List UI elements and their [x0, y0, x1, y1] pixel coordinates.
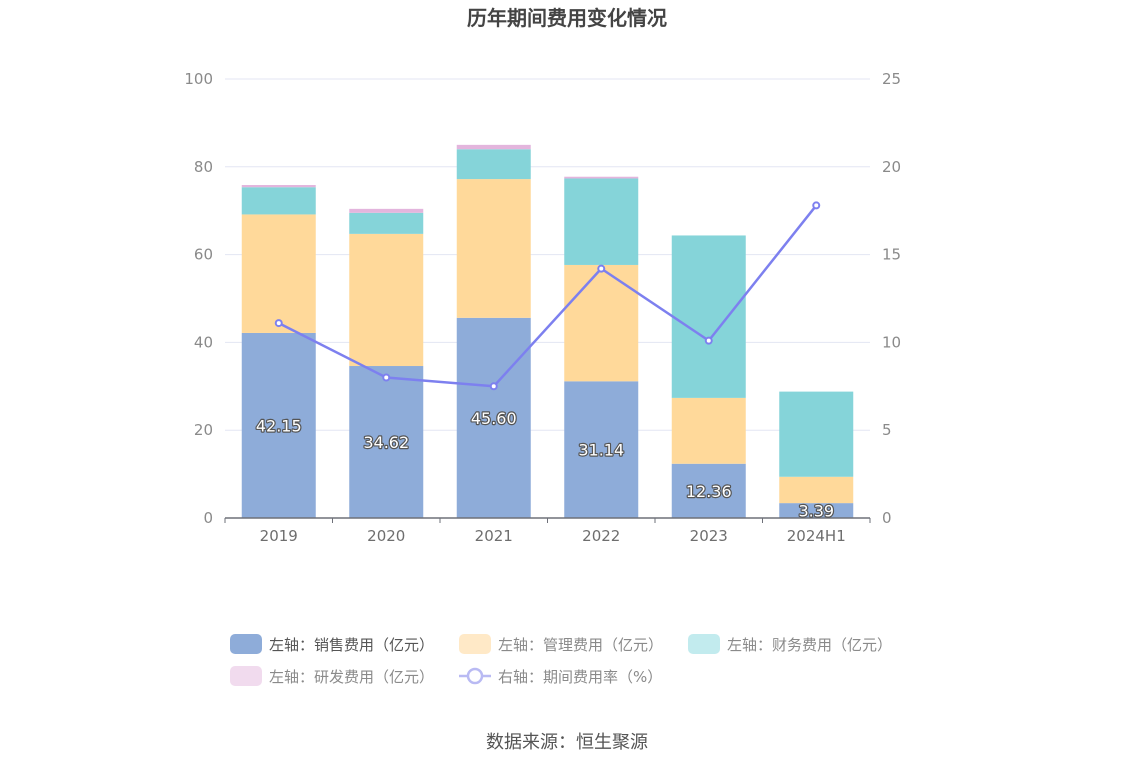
- legend-label: 左轴：财务费用（亿元）: [727, 636, 892, 654]
- legend-label: 左轴：研发费用（亿元）: [269, 668, 434, 686]
- x-tick-label: 2022: [582, 527, 620, 545]
- ratio-line: [274, 201, 821, 391]
- y-axis-right: 0 5 10 15 20 25: [882, 70, 901, 527]
- bar-segment-3-2024H1: [779, 391, 854, 477]
- x-tick-label: 2019: [260, 527, 298, 545]
- data-label-2022: 31.14: [578, 441, 624, 460]
- data-labels: 42.15 34.62 45.60 31.14 12.36 3.39: [255, 408, 836, 522]
- legend-item-2[interactable]: 左轴：管理费用（亿元）: [459, 634, 663, 654]
- ratio-point-2022: [597, 264, 606, 273]
- bar-segment-3-2021: [456, 149, 531, 180]
- bar-segment-2-2023: [671, 397, 746, 464]
- y-right-tick-label: 10: [882, 333, 901, 351]
- bar-segment-1-2021: [456, 317, 531, 518]
- legend-swatch: [230, 634, 262, 654]
- y-left-tick-label: 0: [203, 509, 213, 527]
- y-left-tick-label: 80: [194, 158, 213, 176]
- bars: [241, 144, 854, 518]
- ratio-point-2021: [489, 382, 498, 391]
- grid-lines: [225, 78, 870, 431]
- y-right-tick-label: 20: [882, 158, 901, 176]
- legend-label: 右轴：期间费用率（%）: [498, 668, 662, 686]
- bar-segment-3-2022: [564, 178, 639, 265]
- y-left-tick-label: 100: [184, 70, 213, 88]
- ratio-line-path: [278, 204, 818, 388]
- bar-segment-2-2024H1: [779, 476, 854, 504]
- x-tick-label: 2021: [475, 527, 513, 545]
- legend-swatch: [459, 634, 491, 654]
- y-right-tick-label: 25: [882, 70, 901, 88]
- y-left-tick-label: 40: [194, 333, 213, 351]
- legend-item-1[interactable]: 左轴：销售费用（亿元）: [230, 634, 434, 654]
- bar-segment-3-2020: [349, 212, 424, 234]
- bar-segment-4-2019: [241, 185, 316, 188]
- y-right-tick-label: 0: [882, 509, 892, 527]
- ratio-point-2020: [382, 373, 391, 382]
- legend-item-3[interactable]: 左轴：财务费用（亿元）: [688, 634, 892, 654]
- chart-title: 历年期间费用变化情况: [467, 6, 667, 30]
- legend-swatch: [230, 666, 262, 686]
- y-right-tick-label: 5: [882, 421, 892, 439]
- bar-segment-3-2019: [241, 187, 316, 215]
- data-label-2020: 34.62: [363, 433, 409, 452]
- bar-segment-2-2022: [564, 264, 639, 382]
- bar-segment-4-2021: [456, 144, 531, 150]
- legend-item-5[interactable]: 右轴：期间费用率（%）: [459, 667, 662, 686]
- legend: 左轴：销售费用（亿元） 左轴：管理费用（亿元） 左轴：财务费用（亿元） 左轴：研发费用…: [230, 634, 892, 686]
- ratio-point-2023: [704, 336, 713, 345]
- x-tick-label: 2020: [367, 527, 405, 545]
- bar-segment-2-2019: [241, 214, 316, 333]
- legend-item-4[interactable]: 左轴：研发费用（亿元）: [230, 666, 434, 686]
- y-right-tick-label: 15: [882, 246, 901, 264]
- data-label-2019: 42.15: [256, 416, 302, 435]
- y-left-tick-label: 60: [194, 246, 213, 264]
- bar-segment-3-2023: [671, 235, 746, 398]
- bar-segment-1-2022: [564, 381, 639, 518]
- bar-segment-1-2023: [671, 463, 746, 518]
- bar-segment-1-2019: [241, 332, 316, 518]
- data-label-2024H1: 3.39: [798, 502, 834, 521]
- data-label-2021: 45.60: [471, 409, 517, 428]
- bar-segment-4-2020: [349, 208, 424, 213]
- ratio-point-2019: [274, 319, 283, 328]
- x-axis: 2019 2020 2021 2022 2023 2024H1: [224, 517, 871, 545]
- legend-label: 左轴：管理费用（亿元）: [498, 636, 663, 654]
- legend-label: 左轴：销售费用（亿元）: [269, 636, 434, 654]
- bar-segment-1-2024H1: [779, 503, 854, 518]
- y-axis-left: 0 20 40 60 80 100: [184, 70, 213, 527]
- x-tick-label: 2023: [690, 527, 728, 545]
- legend-marker: [466, 667, 484, 685]
- data-label-2023: 12.36: [686, 482, 732, 501]
- source-note: 数据来源：恒生聚源: [486, 732, 648, 753]
- bar-segment-2-2020: [349, 233, 424, 367]
- bar-segment-4-2022: [564, 176, 639, 179]
- legend-swatch: [688, 634, 720, 654]
- bar-segment-1-2020: [349, 366, 424, 518]
- y-left-tick-label: 20: [194, 421, 213, 439]
- bar-segment-2-2021: [456, 179, 531, 318]
- x-tick-label: 2024H1: [787, 527, 846, 545]
- ratio-point-2024H1: [812, 201, 821, 210]
